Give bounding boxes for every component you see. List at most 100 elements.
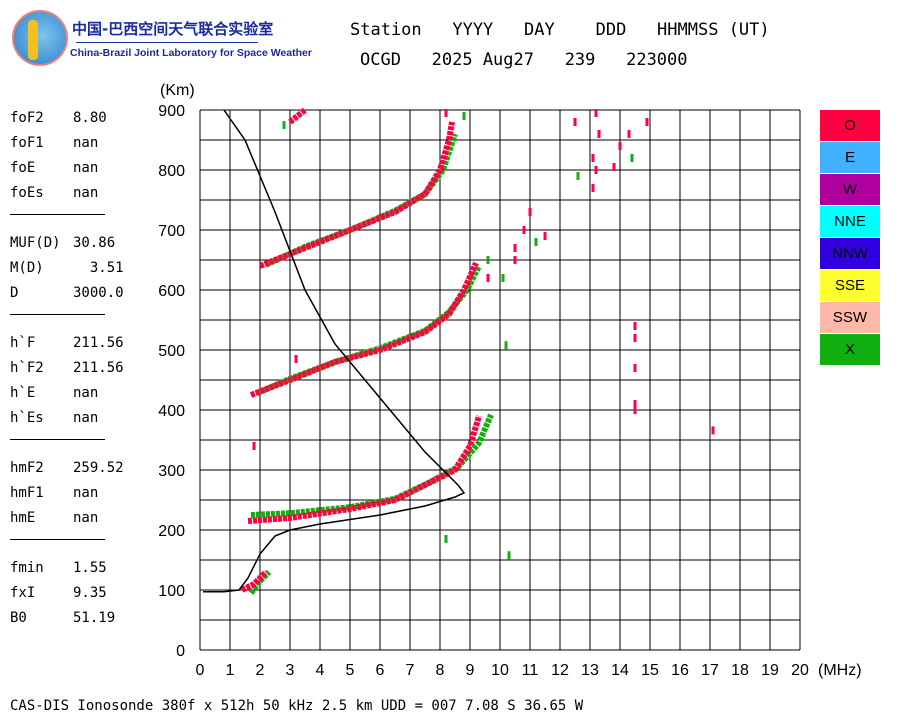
legend-item-w: W: [820, 174, 880, 205]
y-tick-label: 200: [158, 523, 185, 540]
point-o-mode: [633, 406, 637, 414]
point-o-mode: [513, 244, 517, 252]
y-tick-label: 0: [176, 643, 185, 660]
x-tick-label: 3: [286, 662, 295, 679]
point-o-mode: [252, 442, 256, 450]
param-row: hmF1 nan: [10, 485, 98, 501]
param-row: B0 51.19: [10, 610, 115, 626]
param-row: h`F 211.56: [10, 335, 124, 351]
param-row: fxI 9.35: [10, 585, 107, 601]
x-axis-label: (MHz): [818, 662, 862, 679]
param-key: D: [10, 285, 19, 301]
param-key: foE: [10, 160, 36, 176]
param-key: h`Es: [10, 410, 44, 426]
point-o-mode: [597, 130, 601, 138]
point-o-mode: [612, 163, 616, 171]
param-row: hmE nan: [10, 510, 98, 526]
param-row: h`E nan: [10, 385, 98, 401]
x-tick-label: 7: [406, 662, 415, 679]
param-row: foE nan: [10, 160, 98, 176]
legend-item-nnw: NNW: [820, 238, 880, 269]
separator: [10, 314, 105, 315]
header-labels: Station YYYY DAY DDD HHMMSS (UT): [350, 20, 770, 40]
param-row: foF1 nan: [10, 135, 98, 151]
param-value: 211.56: [73, 360, 124, 376]
param-row: foEs nan: [10, 185, 98, 201]
param-key: foEs: [10, 185, 44, 201]
param-value: nan: [73, 185, 99, 201]
param-key: M(D): [10, 260, 44, 276]
point-x-mode: [630, 154, 634, 162]
trace-o-mode: [258, 121, 455, 269]
x-tick-label: 16: [671, 662, 689, 679]
point-o-mode: [513, 256, 517, 264]
param-key: h`F: [10, 335, 36, 351]
separator: [10, 214, 105, 215]
x-tick-label: 4: [316, 662, 325, 679]
param-value: 3000.0: [73, 285, 124, 301]
y-tick-label: 400: [158, 403, 185, 420]
separator: [10, 439, 105, 440]
trace-o-mode: [247, 415, 482, 524]
param-row: h`F2 211.56: [10, 360, 124, 376]
param-value: 211.56: [73, 335, 124, 351]
point-o-mode: [444, 109, 448, 117]
param-value: 3.51: [73, 260, 124, 276]
param-row: MUF(D) 30.86: [10, 235, 115, 251]
param-key: h`F2: [10, 360, 44, 376]
y-tick-label: 800: [158, 163, 185, 180]
electron-density-profile: [203, 109, 466, 593]
param-value: nan: [73, 485, 99, 501]
param-value: 9.35: [73, 585, 107, 601]
point-o-mode: [528, 208, 532, 216]
separator: [10, 539, 105, 540]
point-o-mode: [633, 364, 637, 372]
x-tick-label: 9: [466, 662, 475, 679]
point-x-mode: [486, 256, 490, 264]
y-tick-label: 500: [158, 343, 185, 360]
point-o-mode: [594, 166, 598, 174]
param-value: nan: [73, 410, 99, 426]
trace-x-mode: [264, 133, 458, 268]
x-tick-label: 10: [491, 662, 509, 679]
param-value: nan: [73, 510, 99, 526]
param-key: hmF1: [10, 485, 44, 501]
point-o-mode: [633, 334, 637, 342]
legend-item-sse: SSE: [820, 270, 880, 301]
legend-item-ssw: SSW: [820, 302, 880, 333]
y-tick-label: 300: [158, 463, 185, 480]
param-value: 1.55: [73, 560, 107, 576]
x-tick-label: 20: [791, 662, 809, 679]
logo: [12, 10, 68, 66]
point-x-mode: [576, 172, 580, 180]
param-value: nan: [73, 160, 99, 176]
x-tick-label: 8: [436, 662, 445, 679]
logo-divider: [76, 42, 258, 43]
point-o-mode: [633, 400, 637, 408]
x-tick-label: 0: [196, 662, 205, 679]
legend-item-nne: NNE: [820, 206, 880, 237]
legend-item-x: X: [820, 334, 880, 365]
param-value: nan: [73, 385, 99, 401]
x-tick-label: 12: [551, 662, 569, 679]
param-row: M(D) 3.51: [10, 260, 124, 276]
point-x-mode: [507, 551, 511, 560]
point-o-mode: [573, 118, 577, 126]
y-tick-label: 700: [158, 223, 185, 240]
param-row: D 3000.0: [10, 285, 124, 301]
param-value: 8.80: [73, 110, 107, 126]
x-tick-label: 2: [256, 662, 265, 679]
legend-item-o: O: [820, 110, 880, 141]
point-x-mode: [462, 112, 466, 120]
x-tick-label: 18: [731, 662, 749, 679]
point-x-mode: [534, 238, 538, 246]
param-row: h`Es nan: [10, 410, 98, 426]
point-o-mode: [711, 426, 715, 435]
header-values: OCGD 2025 Aug27 239 223000: [360, 50, 688, 70]
param-key: hmF2: [10, 460, 44, 476]
x-tick-label: 19: [761, 662, 779, 679]
x-tick-label: 17: [701, 662, 719, 679]
param-key: foF1: [10, 135, 44, 151]
y-tick-label: 600: [158, 283, 185, 300]
